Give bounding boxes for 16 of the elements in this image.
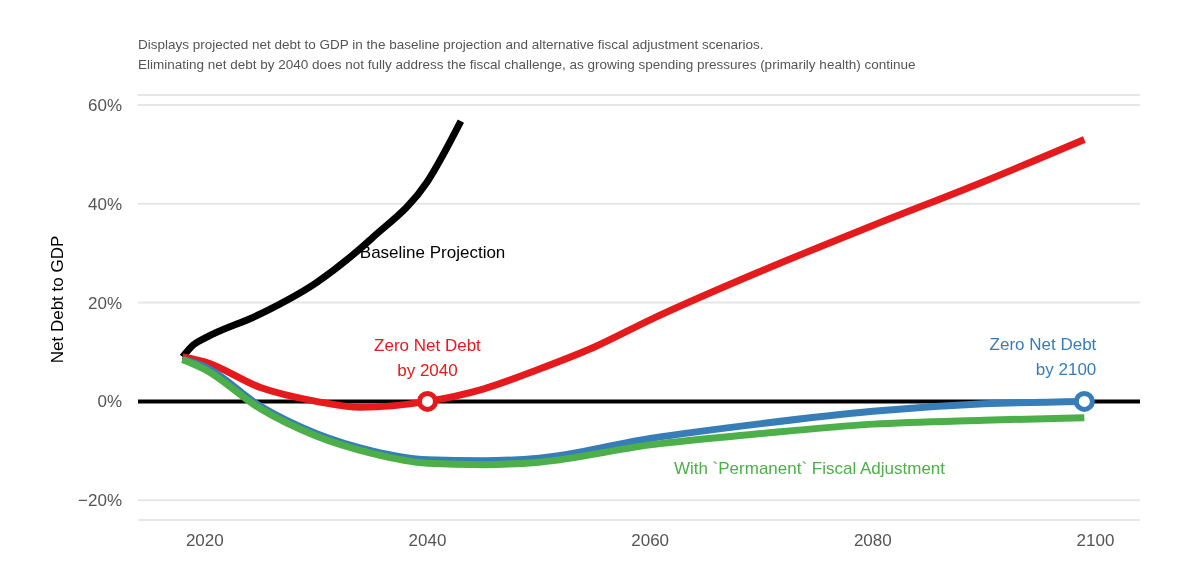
- series-label: With `Permanent` Fiscal Adjustment: [673, 458, 946, 478]
- y-tick-label: 60%: [87, 95, 122, 115]
- series-label: Zero Net Debt by 2040: [374, 336, 482, 381]
- x-tick-label: 2020: [185, 531, 224, 551]
- y-axis-title: Net Debt to GDP: [48, 235, 67, 364]
- x-tick-label: 2040: [408, 531, 447, 551]
- chart-title: Displays projected net debt to GDP in the baseline projection and alternative fiscal adjustment scenarios.: [138, 37, 764, 52]
- y-tick-label: 40%: [87, 194, 122, 214]
- x-tick-label: 2080: [853, 531, 892, 551]
- x-tick-label: 2060: [631, 531, 670, 551]
- chart-subtitle: Eliminating net debt by 2040 does not fully address the fiscal challenge, as growing spending pressures (primarily health) continue: [138, 57, 916, 72]
- series-label: Zero Net Debt by 2100: [989, 335, 1097, 380]
- y-tick-label: 0%: [97, 392, 122, 412]
- y-tick-label: −20%: [78, 491, 122, 511]
- x-tick-label: 2100: [1076, 531, 1115, 551]
- y-tick-label: 20%: [87, 293, 122, 313]
